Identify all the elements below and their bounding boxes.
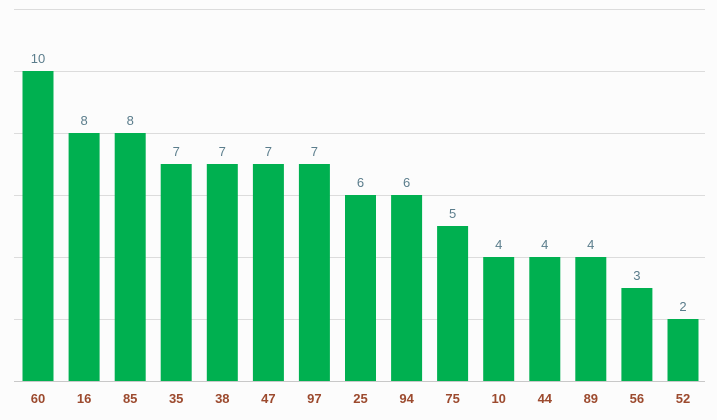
x-tick-label: 85: [123, 391, 137, 406]
bar: [575, 257, 607, 381]
x-tick-label: 75: [445, 391, 459, 406]
bar: [437, 226, 469, 381]
x-tick-label: 47: [261, 391, 275, 406]
bar: [252, 164, 284, 381]
x-tick-label: 44: [538, 391, 553, 406]
x-tick-label: 35: [169, 391, 183, 406]
bar-value-label: 7: [173, 144, 180, 159]
bar: [529, 257, 561, 381]
bars: [22, 71, 699, 381]
bar-value-label: 4: [587, 237, 594, 252]
bar: [160, 164, 192, 381]
bar-value-label: 3: [633, 268, 640, 283]
x-tick-label: 25: [353, 391, 367, 406]
bar: [667, 319, 699, 381]
x-tick-label: 16: [77, 391, 91, 406]
bar-value-label: 6: [357, 175, 364, 190]
bar-value-label: 2: [679, 299, 686, 314]
bar: [206, 164, 238, 381]
category-labels: 60 16 85 35 38 47 97 25 94 75 10 44 89 56 52: [31, 391, 690, 406]
bar-value-label: 10: [31, 51, 45, 66]
bar: [621, 288, 653, 381]
bar-value-label: 4: [495, 237, 502, 252]
x-tick-label: 94: [399, 391, 414, 406]
bar: [22, 71, 54, 381]
x-tick-label: 38: [215, 391, 229, 406]
x-tick-label: 97: [307, 391, 321, 406]
bar: [483, 257, 515, 381]
x-tick-label: 60: [31, 391, 45, 406]
bar: [114, 133, 146, 381]
bar: [298, 164, 330, 381]
x-tick-label: 89: [584, 391, 598, 406]
bar-value-label: 8: [127, 113, 134, 128]
bar-value-label: 7: [219, 144, 226, 159]
x-tick-label: 10: [491, 391, 505, 406]
value-labels: 10 8 8 7 7 7 7 6 6 5 4 4 4 3 2: [31, 51, 687, 314]
bar-value-label: 7: [311, 144, 318, 159]
bar-value-label: 8: [80, 113, 87, 128]
bar-value-label: 5: [449, 206, 456, 221]
bar: [345, 195, 376, 381]
x-tick-label: 56: [630, 391, 644, 406]
bar-value-label: 7: [265, 144, 272, 159]
bar-value-label: 4: [541, 237, 548, 252]
bar-value-label: 6: [403, 175, 410, 190]
x-tick-label: 52: [676, 391, 690, 406]
bar: [391, 195, 423, 381]
bar: [68, 133, 100, 381]
